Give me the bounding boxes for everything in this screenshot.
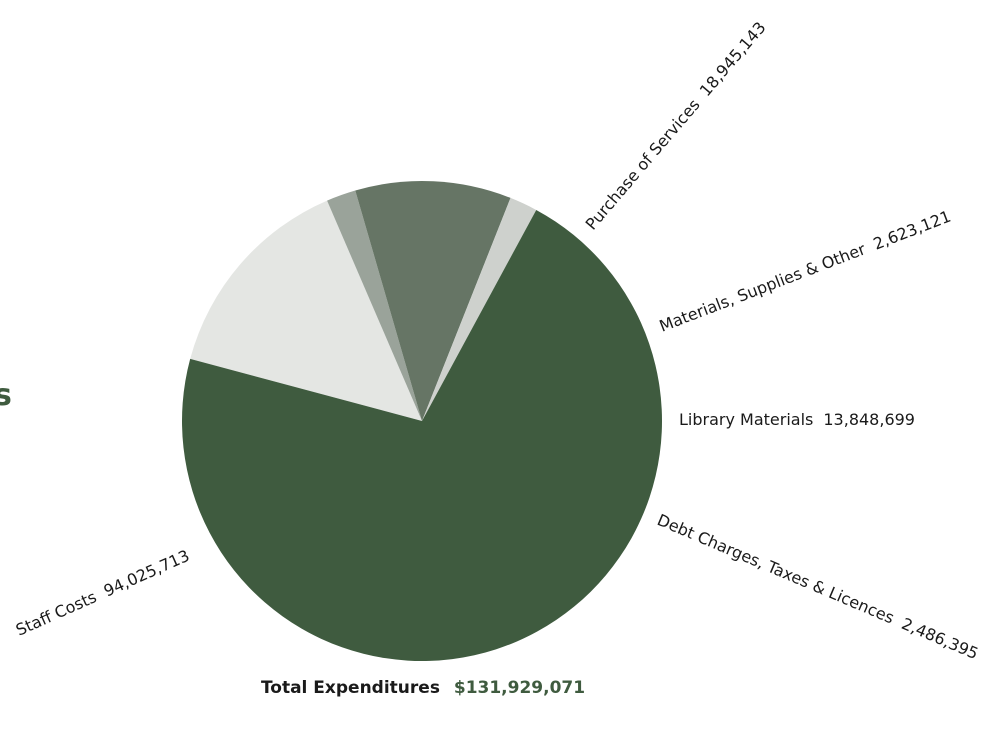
pie-slice-staff-costs (182, 209, 663, 662)
slice-label-library-materials: Library Materials 13,848,699 (679, 410, 915, 429)
edge-text-fragment: s (0, 378, 12, 413)
pie-slice-purchase-of-services (190, 200, 422, 421)
total-label: Total Expenditures (260, 678, 440, 698)
pie-slice-library-materials (355, 181, 511, 421)
total-value: $131,929,071 (453, 678, 586, 698)
slice-label-debt-charges: Debt Charges, Taxes & Licences2,486,395 (654, 510, 981, 663)
slice-label-staff-costs: Staff Costs94,025,713 (13, 546, 192, 640)
slice-label-purchase-of-services: Purchase of Services18,945,143 (582, 18, 770, 234)
pie-slices (182, 181, 663, 662)
pie-slice-debt-charges (422, 197, 537, 421)
slice-label-materials-supplies-other: Materials, Supplies & Other2,623,121 (657, 207, 954, 336)
total-expenditures: Total Expenditures $131,929,071 (0, 678, 846, 698)
pie-slice-materials-supplies-other (327, 190, 422, 421)
